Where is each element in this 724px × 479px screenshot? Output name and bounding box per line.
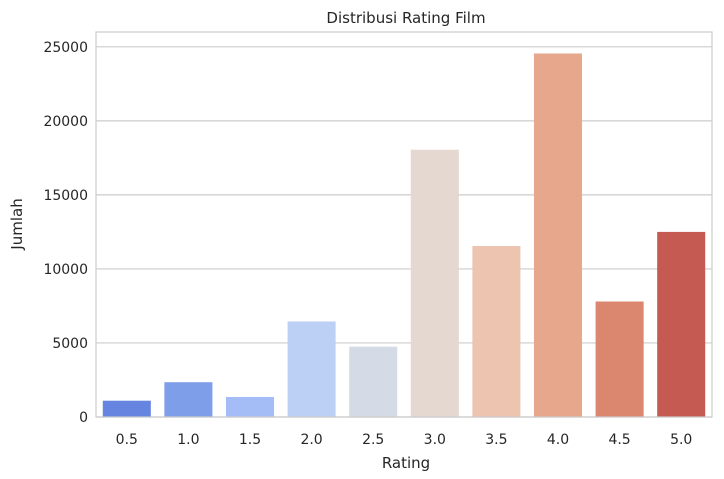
x-tick-label: 3.5 — [485, 432, 507, 448]
bar-2.5 — [349, 346, 398, 417]
x-tick-labels: 0.5 1.0 1.5 2.0 2.5 3.0 3.5 4.0 4.5 5.0 — [116, 432, 693, 448]
y-tick-label: 20000 — [43, 114, 88, 130]
bar-4.5 — [595, 301, 644, 417]
chart-title: Distribusi Rating Film — [326, 9, 485, 27]
x-tick-label: 4.5 — [608, 432, 630, 448]
plot-frame — [95, 31, 713, 418]
x-tick-label: 5.0 — [670, 432, 692, 448]
x-tick-label: 0.5 — [116, 432, 138, 448]
y-tick-labels: 0 5000 10000 15000 20000 25000 — [43, 40, 88, 426]
y-tick-label: 25000 — [43, 40, 88, 56]
x-axis-label: Rating — [382, 454, 430, 472]
x-tick-label: 1.0 — [177, 432, 199, 448]
bar-1.5 — [225, 397, 275, 417]
bar-0.5 — [102, 400, 151, 417]
y-tick-label: 15000 — [43, 188, 88, 204]
bar-3.0 — [410, 149, 459, 417]
bars — [102, 53, 706, 417]
x-tick-label: 3.0 — [424, 432, 446, 448]
x-tick-label: 4.0 — [547, 432, 569, 448]
x-tick-label: 2.5 — [362, 432, 384, 448]
bar-4.0 — [533, 53, 583, 417]
bar-5.0 — [657, 231, 706, 417]
bar-3.5 — [472, 245, 521, 417]
y-tick-label: 0 — [79, 410, 88, 426]
x-tick-label: 1.5 — [239, 432, 261, 448]
bar-2.0 — [287, 321, 336, 417]
x-tick-label: 2.0 — [300, 432, 322, 448]
y-tick-label: 5000 — [52, 336, 88, 352]
bar-1.0 — [164, 382, 213, 417]
y-axis-label: Jumlah — [8, 198, 26, 250]
y-tick-label: 10000 — [43, 262, 88, 278]
